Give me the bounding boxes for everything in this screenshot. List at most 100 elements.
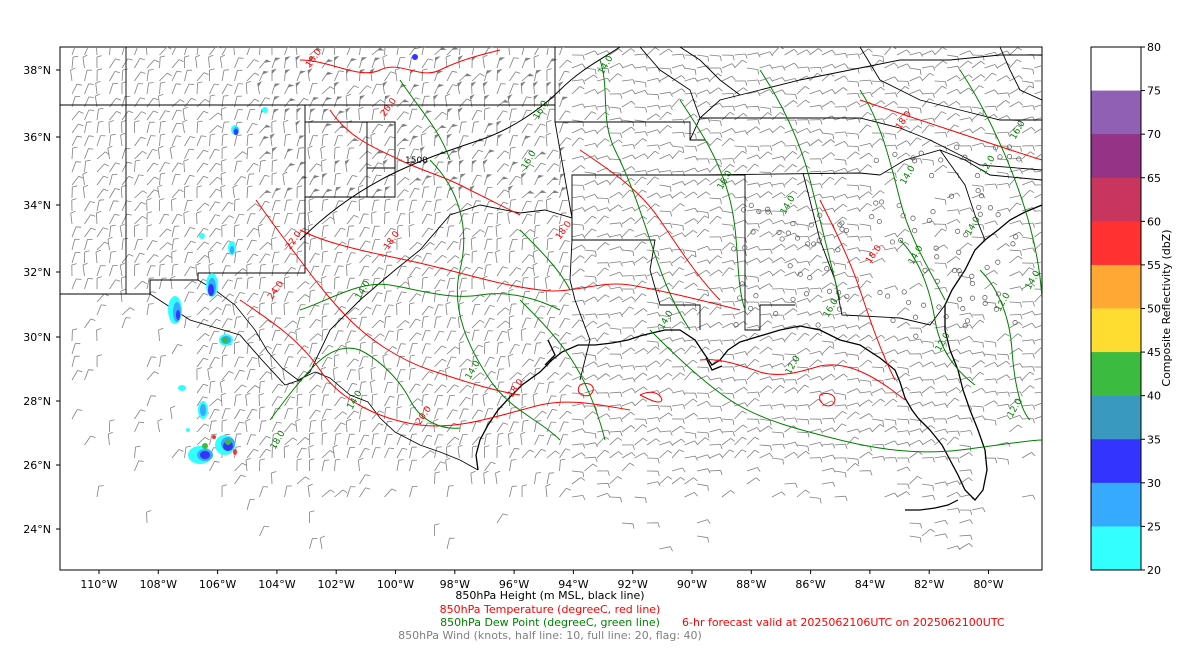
calm-circle xyxy=(977,211,983,217)
wind-barb xyxy=(809,359,823,368)
wind-barb xyxy=(659,105,673,111)
wind-barb xyxy=(84,135,94,147)
wind-barb xyxy=(609,430,623,437)
wind-barb xyxy=(434,369,445,381)
wind-barb xyxy=(771,125,785,134)
wind-barb xyxy=(309,304,320,316)
wind-barb xyxy=(959,74,973,82)
wind-barb xyxy=(209,306,222,316)
wind-barb xyxy=(384,186,391,199)
wind-barb xyxy=(646,168,661,174)
wind-barb xyxy=(646,481,661,487)
map-frame xyxy=(59,46,1043,571)
wind-barb xyxy=(684,431,697,439)
wind-barb xyxy=(659,48,673,56)
wind-barb xyxy=(709,377,723,383)
wind-barb xyxy=(959,534,973,541)
wind-barb xyxy=(621,48,636,56)
wind-barb xyxy=(296,406,303,420)
wind-barb xyxy=(696,437,710,446)
wind-barb xyxy=(796,287,811,293)
wind-barb xyxy=(909,361,923,368)
wind-barb xyxy=(421,450,435,459)
wind-barb xyxy=(121,58,133,69)
wind-barb xyxy=(796,127,811,134)
wind-barb xyxy=(734,298,749,304)
calm-circle xyxy=(934,254,940,260)
wind-barb xyxy=(184,252,193,264)
wind-barb xyxy=(546,333,560,342)
wind-barb xyxy=(971,74,986,82)
wind-barb xyxy=(759,283,773,290)
wind-barb xyxy=(234,268,248,277)
wind-barb xyxy=(271,147,278,160)
wind-barb xyxy=(896,483,910,490)
wind-barb xyxy=(146,510,152,524)
wind-barb xyxy=(721,366,735,372)
wind-barb xyxy=(84,47,89,56)
wind-barb xyxy=(334,396,346,407)
wind-barb xyxy=(809,268,823,277)
wind-barb xyxy=(396,343,406,355)
calm-circle xyxy=(797,271,803,277)
wind-barb xyxy=(684,307,698,316)
wind-barb xyxy=(609,93,623,99)
wind-barb xyxy=(471,200,481,212)
wind-barb xyxy=(496,189,509,199)
wind-barb xyxy=(71,238,80,251)
wind-barb xyxy=(771,155,786,161)
wind-barb xyxy=(145,47,148,56)
wind-barb xyxy=(759,425,773,433)
wind-barb xyxy=(257,81,263,95)
wind-barb xyxy=(184,227,195,238)
wind-barb xyxy=(559,292,571,303)
wind-barb xyxy=(84,69,93,82)
wind-barb xyxy=(871,118,886,124)
wind-barb xyxy=(134,263,140,277)
wind-barb xyxy=(471,149,484,160)
wind-barb xyxy=(796,205,811,212)
calm-circle xyxy=(890,317,896,323)
wind-barb xyxy=(496,422,509,433)
wind-barb xyxy=(196,110,209,121)
wind-barb xyxy=(459,277,468,290)
wind-barb xyxy=(946,65,961,71)
wind-barb xyxy=(909,327,923,334)
wind-barb xyxy=(234,134,242,147)
wind-barb xyxy=(1034,242,1042,251)
wind-barb xyxy=(646,301,659,309)
wind-barb xyxy=(746,105,760,112)
wind-barb xyxy=(134,47,138,56)
wind-barb xyxy=(571,223,585,231)
wind-barb xyxy=(446,133,453,147)
wind-barb xyxy=(409,108,418,121)
wind-barb xyxy=(884,144,898,150)
wind-barb xyxy=(646,374,661,381)
wind-barb xyxy=(759,128,774,134)
wind-barb xyxy=(621,387,636,394)
wind-barb xyxy=(934,223,947,230)
wind-barb xyxy=(334,422,346,433)
wind-barb xyxy=(184,69,193,82)
wind-barb xyxy=(496,99,510,108)
wind-barb xyxy=(196,318,209,329)
wind-barb xyxy=(471,81,477,95)
wind-barb xyxy=(396,137,410,147)
wind-barb xyxy=(571,234,586,239)
wind-barb xyxy=(545,132,551,147)
wind-barb xyxy=(296,250,303,264)
calm-circle xyxy=(964,318,971,324)
wind-barb xyxy=(209,133,216,147)
calm-circle xyxy=(748,202,754,208)
wind-barb xyxy=(271,264,279,277)
wind-barb xyxy=(71,355,80,368)
wind-barb xyxy=(108,120,114,134)
wind-barb xyxy=(346,486,356,498)
wind-barb xyxy=(659,125,672,134)
wind-barb xyxy=(946,323,961,329)
lon-tick-label: 98°W xyxy=(440,578,470,591)
wind-barb xyxy=(158,327,164,342)
wind-barb xyxy=(84,148,94,160)
lon-tick-label: 88°W xyxy=(736,578,766,591)
wind-barb xyxy=(871,80,885,88)
